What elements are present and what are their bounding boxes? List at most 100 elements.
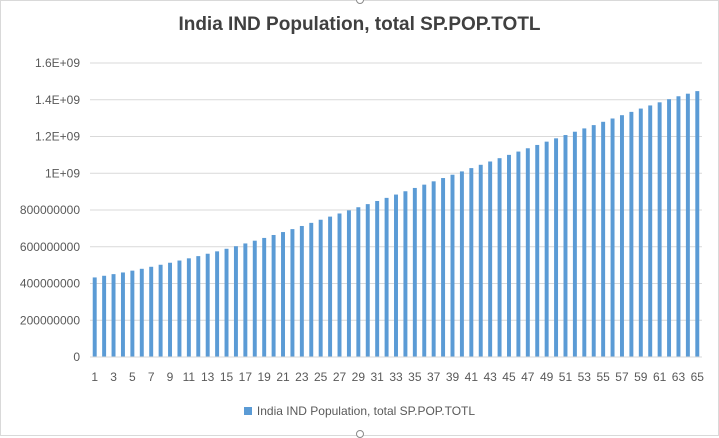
bar <box>441 178 445 357</box>
bar <box>347 210 351 357</box>
x-tick-label: 65 <box>691 370 705 384</box>
x-tick-label: 31 <box>370 370 384 384</box>
bar <box>112 274 116 357</box>
bar <box>676 96 680 357</box>
bar <box>601 122 605 357</box>
bar <box>272 235 276 357</box>
x-tick-label: 1 <box>91 370 98 384</box>
bar <box>639 109 643 357</box>
x-tick-label: 15 <box>220 370 234 384</box>
bar <box>130 271 134 357</box>
x-tick-label: 9 <box>167 370 174 384</box>
x-tick-label: 29 <box>352 370 366 384</box>
x-tick-label: 47 <box>521 370 535 384</box>
x-tick-label: 59 <box>634 370 648 384</box>
bar <box>451 175 455 357</box>
y-tick-label: 1.6E+09 <box>35 56 80 70</box>
x-tick-label: 53 <box>578 370 592 384</box>
bar <box>545 142 549 357</box>
x-tick-label: 51 <box>559 370 573 384</box>
y-tick-label: 0 <box>73 350 80 364</box>
bar <box>695 91 699 357</box>
bar <box>385 198 389 357</box>
x-tick-label: 49 <box>540 370 554 384</box>
bar <box>592 125 596 357</box>
x-tick-label: 13 <box>201 370 215 384</box>
bar <box>498 158 502 357</box>
bar <box>140 269 144 357</box>
bar <box>535 145 539 357</box>
bar <box>159 265 163 357</box>
x-tick-label: 25 <box>314 370 328 384</box>
x-tick-label: 11 <box>183 370 196 384</box>
x-tick-label: 61 <box>653 370 667 384</box>
bar <box>422 185 426 357</box>
x-tick-label: 5 <box>129 370 136 384</box>
x-tick-label: 19 <box>258 370 272 384</box>
bar <box>413 188 417 357</box>
bar <box>582 128 586 357</box>
bar <box>300 226 304 357</box>
selection-handle-bottom[interactable] <box>356 430 364 438</box>
bar <box>319 220 323 357</box>
x-tick-label: 33 <box>389 370 403 384</box>
bar <box>573 132 577 357</box>
x-tick-label: 27 <box>333 370 347 384</box>
x-tick-label: 41 <box>465 370 479 384</box>
x-tick-label: 45 <box>502 370 516 384</box>
legend-swatch <box>244 407 252 415</box>
x-tick-label: 55 <box>596 370 610 384</box>
bar <box>177 261 181 357</box>
bar <box>338 213 342 357</box>
bar <box>102 276 106 357</box>
bar <box>686 94 690 357</box>
bar <box>281 232 285 357</box>
x-tick-label: 21 <box>276 370 290 384</box>
bar <box>366 204 370 357</box>
bar <box>563 135 567 357</box>
bar <box>394 195 398 357</box>
bar <box>658 102 662 357</box>
chart-legend: India IND Population, total SP.POP.TOTL <box>0 404 719 418</box>
bar <box>253 241 257 357</box>
bar <box>206 254 210 357</box>
bar <box>375 201 379 357</box>
bar <box>611 118 615 357</box>
bar <box>403 191 407 357</box>
bar <box>620 115 624 357</box>
x-tick-label: 57 <box>615 370 629 384</box>
bar <box>149 267 153 357</box>
bar <box>507 155 511 357</box>
bar <box>469 168 473 357</box>
x-tick-label: 39 <box>446 370 460 384</box>
bar <box>243 243 247 357</box>
y-tick-label: 1.2E+09 <box>35 130 80 144</box>
bar <box>554 138 558 357</box>
bar <box>432 181 436 357</box>
bar <box>356 207 360 357</box>
bar <box>526 148 530 357</box>
bar <box>460 171 464 357</box>
bar <box>215 251 219 357</box>
x-tick-label: 17 <box>239 370 253 384</box>
bar <box>309 223 313 357</box>
x-tick-label: 37 <box>427 370 441 384</box>
bar <box>168 263 172 357</box>
x-tick-label: 3 <box>110 370 117 384</box>
bar <box>187 258 191 357</box>
y-tick-label: 400000000 <box>20 277 80 291</box>
x-tick-label: 63 <box>672 370 686 384</box>
bar <box>516 152 520 357</box>
bar <box>93 277 97 357</box>
x-tick-label: 23 <box>295 370 309 384</box>
bar <box>262 238 266 357</box>
bar <box>196 256 200 357</box>
x-tick-label: 43 <box>483 370 497 384</box>
bar <box>225 249 229 357</box>
bar <box>479 165 483 357</box>
x-tick-label: 7 <box>148 370 155 384</box>
legend-label: India IND Population, total SP.POP.TOTL <box>257 404 475 418</box>
bar <box>290 229 294 357</box>
x-tick-label: 35 <box>408 370 422 384</box>
